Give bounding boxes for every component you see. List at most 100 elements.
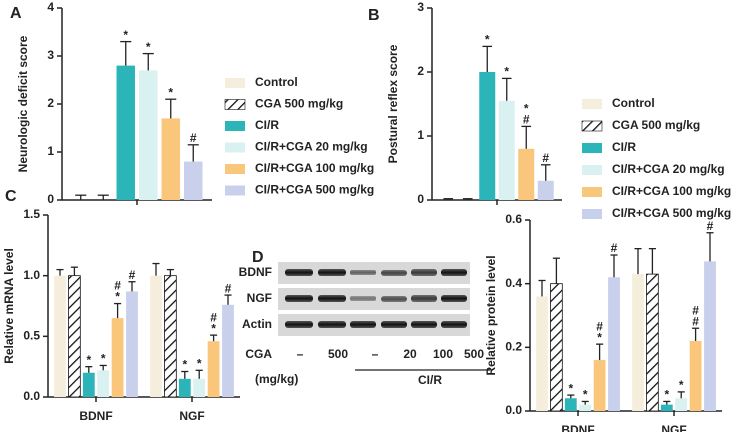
bar xyxy=(479,72,496,200)
significance-mark: * xyxy=(485,33,490,47)
legend-label: CI/R xyxy=(612,140,636,154)
significance-mark: * xyxy=(524,102,529,116)
y-tick-label: 0 xyxy=(47,192,54,206)
error-bar xyxy=(581,400,589,405)
error-bar xyxy=(142,52,154,71)
y-tick-label: 1 xyxy=(417,128,424,142)
error-bar xyxy=(224,294,232,305)
bar xyxy=(689,340,702,411)
bar xyxy=(82,372,95,397)
group-label: CI/R xyxy=(418,373,442,387)
legend-label: CI/R+CGA 500 mg/kg xyxy=(255,183,374,197)
bar xyxy=(164,275,177,398)
significance-mark: * xyxy=(86,353,91,367)
significance-mark: # xyxy=(611,241,618,255)
error-bar xyxy=(648,247,656,275)
bar xyxy=(675,398,688,411)
error-bar xyxy=(166,268,174,276)
panel-letter: D xyxy=(252,249,264,266)
bar xyxy=(97,370,110,397)
significance-mark: * xyxy=(101,352,106,366)
significance-mark: # xyxy=(596,319,603,333)
error-bar xyxy=(114,302,122,319)
blot-row-label: BDNF xyxy=(239,265,272,279)
error-bar xyxy=(152,262,160,276)
blot-bands xyxy=(285,269,467,328)
bar xyxy=(646,273,659,412)
error-bar xyxy=(521,125,532,149)
y-tick-label: 0.0 xyxy=(505,403,522,417)
error-bar xyxy=(70,266,78,276)
significance-mark: # xyxy=(210,310,217,324)
legend-swatch xyxy=(582,165,602,175)
legend-label: CI/R+CGA 100 mg/kg xyxy=(255,161,374,175)
legend-label: CI/R+CGA 500 mg/kg xyxy=(612,206,731,220)
error-bar xyxy=(482,45,493,72)
error-bar xyxy=(56,268,64,276)
error-bar xyxy=(128,281,136,292)
error-bar xyxy=(540,164,551,181)
lane-label: 20 xyxy=(403,347,417,361)
bar xyxy=(593,360,606,411)
significance-mark: * xyxy=(168,85,173,99)
significance-mark: * xyxy=(504,65,509,79)
legend-swatch xyxy=(225,185,245,196)
bar xyxy=(193,378,206,397)
bar xyxy=(68,275,81,398)
legend-swatch xyxy=(582,187,602,197)
x-tick-label: NGF xyxy=(661,423,686,432)
significance-mark: * xyxy=(211,321,216,335)
y-tick-label: 3 xyxy=(417,0,424,14)
y-axis-label: Postural reflex score xyxy=(386,44,400,163)
legend-swatch xyxy=(225,78,245,88)
legend-label: CGA 500 mg/kg xyxy=(612,118,700,132)
error-bar xyxy=(538,279,546,297)
legend-swatch xyxy=(224,99,246,110)
panel-letter: B xyxy=(368,7,380,24)
bar xyxy=(518,148,535,200)
error-bar xyxy=(443,198,454,200)
y-tick-label: 0 xyxy=(417,192,424,206)
error-bar xyxy=(706,232,714,262)
error-bar xyxy=(610,254,618,278)
y-tick-label: 4 xyxy=(47,0,54,14)
significance-mark: * xyxy=(583,388,588,402)
legend-label: CI/R+CGA 20 mg/kg xyxy=(255,140,368,154)
y-tick-label: 1.0 xyxy=(23,268,40,282)
error-bar xyxy=(596,343,604,361)
y-axis-label: Neurologic deficit score xyxy=(16,35,30,172)
y-tick-label: 0.6 xyxy=(505,212,522,226)
legend-swatch xyxy=(582,143,602,153)
x-tick-label: NGF xyxy=(179,409,204,423)
bar xyxy=(184,161,203,200)
x-tick-label: BDNF xyxy=(561,423,594,432)
bar xyxy=(161,118,180,200)
significance-mark: * xyxy=(197,356,202,370)
bar xyxy=(150,275,162,397)
lane-label: 100 xyxy=(433,347,453,361)
y-axis-label: Relative mRNA level xyxy=(2,248,16,364)
bar xyxy=(126,291,138,397)
y-tick-label: 0.2 xyxy=(505,340,522,354)
error-bar xyxy=(120,40,132,66)
significance-mark: * xyxy=(568,381,573,395)
y-tick-label: 3 xyxy=(47,48,54,62)
bar xyxy=(111,318,124,397)
significance-mark: * xyxy=(182,358,187,372)
significance-mark: # xyxy=(707,219,714,233)
significance-mark: # xyxy=(692,314,699,328)
bar xyxy=(608,277,620,411)
significance-mark: # xyxy=(114,279,121,293)
legend-swatch xyxy=(582,99,602,109)
legend-label: CI/R xyxy=(255,118,279,132)
y-tick-label: 1.5 xyxy=(23,207,40,221)
legend-swatch xyxy=(225,164,245,174)
error-bar xyxy=(187,144,199,162)
bar xyxy=(537,180,554,200)
lane-label: – xyxy=(372,347,379,361)
significance-mark: * xyxy=(679,378,684,392)
error-bar xyxy=(75,194,87,200)
significance-mark: * xyxy=(123,28,128,42)
significance-mark: # xyxy=(523,113,530,127)
